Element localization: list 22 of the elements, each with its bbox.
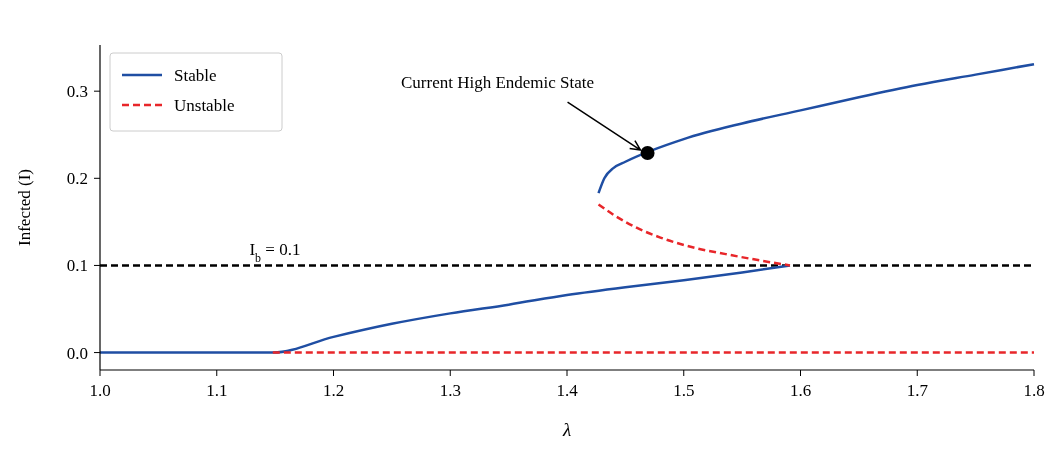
y-tick-label: 0.0 <box>66 343 88 363</box>
y-tick-label: 0.1 <box>66 256 88 276</box>
x-tick-label: 1.8 <box>1023 381 1045 400</box>
x-axis-title: λ <box>561 419 572 440</box>
x-tick-label: 1.2 <box>322 381 345 400</box>
y-tick-label: 0.3 <box>66 82 88 102</box>
y-axis-title: Infected (I) <box>15 169 34 246</box>
x-tick-label: 1.1 <box>206 381 228 400</box>
x-tick-label: 1.0 <box>89 381 111 400</box>
x-tick-label: 1.6 <box>789 381 812 400</box>
legend-label: Stable <box>174 66 217 85</box>
x-tick-label: 1.7 <box>906 381 929 400</box>
ref-line-label: I$_{b}$ = 0.1 <box>249 240 301 266</box>
x-tick-label: 1.4 <box>556 381 579 400</box>
legend-label: Unstable <box>174 96 235 115</box>
x-tick-label: 1.5 <box>673 381 695 400</box>
annotation: Current High Endemic State <box>401 73 595 93</box>
y-tick-label: 0.2 <box>66 169 88 189</box>
line-series <box>98 264 792 354</box>
line-series <box>597 203 792 267</box>
line-series <box>597 62 1036 195</box>
x-tick-label: 1.3 <box>439 381 461 400</box>
